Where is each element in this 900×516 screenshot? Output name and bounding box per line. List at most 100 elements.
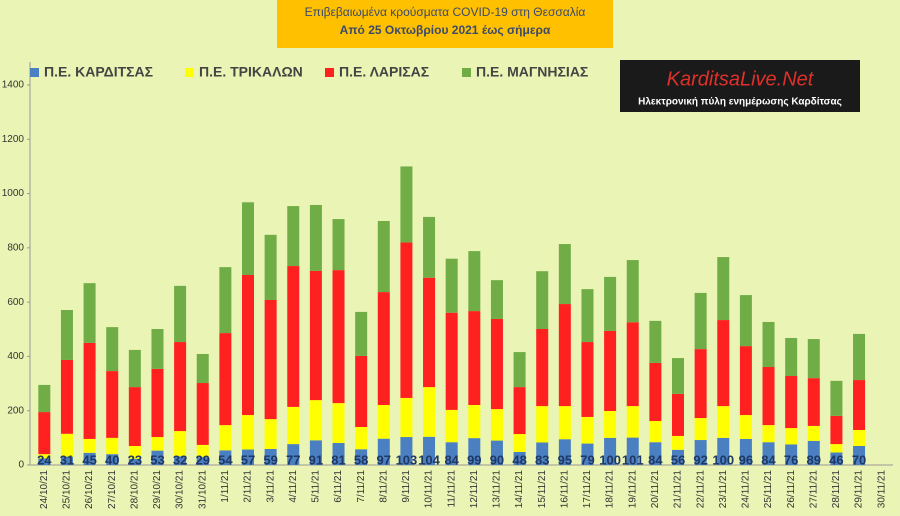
x-tick-label: 27/11/21	[808, 470, 819, 509]
bar-segment	[490, 280, 503, 319]
x-tick-label: 22/11/21	[695, 470, 706, 509]
logo-text: KarditsaLive.Net	[667, 68, 815, 90]
data-label: 100	[599, 452, 621, 467]
bar-segment	[174, 431, 187, 457]
x-tick-label: 14/11/21	[514, 470, 525, 509]
bar-segment	[309, 440, 322, 465]
data-label: 92	[693, 452, 707, 467]
bar-segment	[626, 406, 639, 438]
bar-segment	[400, 242, 413, 398]
bar-segment	[785, 444, 798, 465]
bar-segment	[445, 442, 458, 465]
bar-segment	[174, 285, 187, 343]
x-tick-label: 24/11/21	[741, 470, 752, 509]
bar-segment	[672, 435, 684, 450]
data-label: 32	[173, 452, 187, 467]
bar-segment	[400, 166, 413, 243]
bar-segment	[581, 342, 594, 417]
bar-segment	[196, 444, 209, 458]
x-tick-label: 1/11/21	[220, 470, 231, 503]
bar-segment	[242, 202, 254, 275]
bar-segment	[332, 270, 345, 404]
legend-label: Π.Ε. ΛΑΡΙΣΑΣ	[339, 64, 429, 80]
data-label: 84	[648, 452, 663, 467]
data-label: 29	[196, 452, 210, 467]
title-box	[277, 0, 613, 48]
bar-segment	[377, 220, 390, 293]
bar-segment	[445, 258, 458, 313]
x-tick-label: 19/11/21	[627, 470, 638, 509]
data-label: 59	[263, 452, 277, 467]
bar-segment	[332, 219, 345, 271]
data-label: 53	[150, 452, 164, 467]
data-label: 76	[784, 452, 798, 467]
bar-segment	[739, 438, 752, 465]
bar-segment	[423, 216, 436, 278]
y-tick-label: 600	[7, 297, 24, 308]
bar-segment	[60, 433, 73, 457]
bar-segment	[38, 458, 51, 465]
bar-segment	[38, 384, 51, 413]
bar-segment	[400, 437, 413, 465]
x-tick-label: 18/11/21	[605, 470, 616, 509]
x-tick-label: 13/11/21	[492, 470, 503, 509]
x-tick-label: 2/11/21	[243, 470, 254, 503]
bar-segment	[558, 244, 571, 305]
bar-segment	[672, 358, 684, 394]
bar-segment	[626, 437, 639, 465]
bar-segment	[445, 312, 458, 410]
x-tick-label: 6/11/21	[333, 470, 344, 503]
bar-segment	[604, 410, 617, 438]
bar-segment	[400, 397, 413, 438]
legend-swatch	[30, 68, 39, 77]
data-label: 57	[241, 452, 255, 467]
bar-segment	[490, 318, 503, 410]
data-label: 48	[512, 452, 526, 467]
bar-segment	[242, 275, 254, 416]
bar-segment	[287, 266, 300, 407]
bar-segment	[626, 322, 639, 407]
bar-segment	[377, 438, 390, 465]
x-tick-label: 17/11/21	[582, 470, 593, 509]
bar-segment	[830, 452, 843, 465]
bar-segment	[649, 362, 662, 422]
bar-segment	[355, 355, 368, 427]
bar-segment	[830, 415, 843, 445]
bar-segment	[807, 339, 820, 379]
bar-segment	[785, 337, 798, 376]
data-label: 103	[396, 452, 418, 467]
logo-box	[620, 60, 860, 112]
data-label: 45	[82, 452, 96, 467]
bar-segment	[807, 440, 820, 465]
bar-segment	[694, 292, 707, 350]
bar-segment	[355, 427, 368, 450]
bar-segment	[423, 277, 436, 388]
x-tick-label: 16/11/21	[559, 470, 570, 509]
chart-subtitle: Από 25 Οκτωβρίου 2021 έως σήμερα	[340, 23, 551, 37]
data-label: 54	[218, 452, 233, 467]
legend-label: Π.Ε. ΜΑΓΝΗΣΙΑΣ	[476, 64, 588, 80]
bar-segment	[128, 387, 141, 446]
bar-segment	[287, 206, 300, 267]
bar-segment	[626, 260, 639, 323]
logo-caption: Ηλεκτρονική πύλη ενημέρωσης Καρδίτσας	[638, 97, 842, 108]
bar-segment	[717, 320, 730, 407]
bar-segment	[739, 295, 752, 347]
data-label: 99	[467, 452, 481, 467]
bar-segment	[468, 251, 481, 312]
bar-segment	[106, 437, 119, 455]
x-tick-label: 27/10/21	[107, 470, 118, 509]
bar-segment	[513, 434, 526, 452]
bar-segment	[219, 425, 232, 451]
data-label: 84	[444, 452, 459, 467]
x-tick-label: 20/11/21	[650, 470, 661, 509]
x-tick-label: 26/10/21	[84, 470, 95, 509]
bar-segment	[355, 449, 368, 465]
y-tick-label: 1400	[2, 80, 25, 91]
bar-segment	[151, 368, 164, 438]
bar-segment	[513, 451, 526, 465]
bar-segment	[309, 204, 322, 271]
bar-segment	[785, 428, 798, 445]
legend-label: Π.Ε. ΤΡΙΚΑΛΩΝ	[199, 64, 303, 80]
